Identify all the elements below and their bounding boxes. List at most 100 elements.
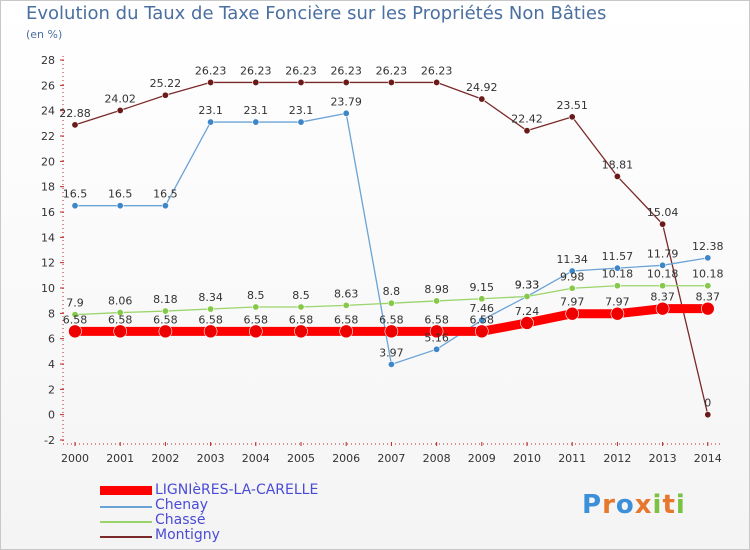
data-point-chass-	[116, 309, 124, 317]
data-point-chass-	[433, 297, 441, 305]
data-point-montigny	[704, 411, 712, 419]
data-point-ligni-res-la-carelle	[158, 324, 173, 339]
data-label-ligni-res-la-carelle: 6.58	[63, 313, 88, 326]
legend-swatch-chasse	[100, 521, 152, 523]
data-label-chass-: 9.98	[560, 270, 585, 283]
data-point-montigny	[161, 91, 169, 99]
data-label-montigny: 26.23	[376, 64, 408, 77]
data-label-chass-: 8.5	[292, 289, 310, 302]
y-tick-label: 26	[41, 79, 55, 92]
x-tick-label: 2013	[649, 452, 677, 465]
proxiti-logo: Proxiti	[582, 490, 686, 520]
y-tick-label: 28	[41, 54, 55, 67]
data-point-chenay	[297, 118, 305, 126]
data-label-ligni-res-la-carelle: 6.58	[153, 313, 178, 326]
data-point-ligni-res-la-carelle	[565, 306, 580, 321]
data-point-ligni-res-la-carelle	[610, 306, 625, 321]
x-tick-label: 2003	[197, 452, 225, 465]
data-point-chenay	[207, 118, 215, 126]
data-point-chass-	[568, 284, 576, 292]
data-point-ligni-res-la-carelle	[474, 324, 489, 339]
x-tick-label: 2010	[513, 452, 541, 465]
data-label-chass-: 9.33	[515, 278, 540, 291]
data-label-ligni-res-la-carelle: 6.58	[198, 313, 223, 326]
y-tick-label: 4	[48, 358, 55, 371]
data-point-chass-	[297, 303, 305, 311]
data-point-ligni-res-la-carelle	[655, 301, 670, 316]
legend-label-lignieres: LIGNIèRES-LA-CARELLE	[155, 482, 319, 498]
chart-title: Evolution du Taux de Taxe Foncière sur l…	[26, 3, 607, 24]
y-tick-label: 12	[41, 257, 55, 270]
data-point-chenay	[342, 109, 350, 117]
data-label-ligni-res-la-carelle: 8.37	[696, 291, 721, 304]
data-point-chass-	[478, 295, 486, 303]
x-tick-label: 2004	[242, 452, 270, 465]
data-label-montigny: 26.23	[285, 64, 317, 77]
data-label-chass-: 7.9	[66, 297, 84, 310]
y-tick-label: 8	[48, 307, 55, 320]
data-point-chenay	[568, 267, 576, 275]
data-point-montigny	[207, 78, 215, 86]
data-point-chenay	[161, 202, 169, 210]
data-label-ligni-res-la-carelle: 6.58	[379, 313, 404, 326]
logo-letter: r	[602, 490, 616, 520]
data-label-chenay: 7.46	[470, 302, 495, 315]
legend-swatch-lignieres	[100, 486, 152, 495]
data-label-chass-: 8.18	[153, 293, 178, 306]
data-label-chenay: 16.5	[153, 188, 178, 201]
data-label-chenay: 23.1	[289, 104, 314, 117]
data-label-chass-: 8.06	[108, 295, 133, 308]
data-point-ligni-res-la-carelle	[384, 324, 399, 339]
legend-swatch-montigny	[100, 536, 152, 538]
logo-letter: i	[675, 490, 686, 520]
data-label-ligni-res-la-carelle: 6.58	[244, 313, 269, 326]
logo-letter: o	[615, 490, 635, 520]
data-point-ligni-res-la-carelle	[294, 324, 308, 339]
data-label-chass-: 8.34	[198, 291, 223, 304]
data-point-montigny	[387, 78, 395, 86]
data-point-ligni-res-la-carelle	[203, 324, 218, 339]
data-label-chass-: 8.8	[383, 285, 401, 298]
data-point-montigny	[116, 106, 124, 114]
data-point-chenay	[613, 264, 621, 272]
data-label-montigny: 24.02	[104, 92, 136, 105]
data-point-montigny	[342, 78, 350, 86]
data-label-chenay: 9.33	[515, 278, 540, 291]
data-label-chass-: 8.63	[334, 287, 359, 300]
data-label-chass-: 10.18	[692, 268, 724, 281]
data-label-montigny: 25.22	[150, 77, 182, 90]
data-point-chass-	[387, 299, 395, 307]
x-tick-label: 2005	[287, 452, 315, 465]
data-label-montigny: 23.51	[556, 99, 588, 112]
data-label-chass-: 9.15	[470, 281, 495, 294]
data-label-montigny: 26.23	[195, 64, 227, 77]
data-label-montigny: 22.42	[511, 113, 543, 126]
data-label-montigny: 26.23	[240, 64, 272, 77]
x-tick-label: 2000	[61, 452, 89, 465]
legend-label-chenay: Chenay	[155, 497, 208, 513]
data-label-montigny: 26.23	[330, 64, 362, 77]
data-label-montigny: 22.88	[59, 107, 91, 120]
data-label-chenay: 16.5	[108, 188, 133, 201]
data-label-montigny: 24.92	[466, 81, 498, 94]
data-point-chenay	[433, 345, 441, 353]
data-label-ligni-res-la-carelle: 8.37	[650, 291, 675, 304]
y-tick-label: 20	[41, 155, 55, 168]
y-tick-label: 0	[48, 409, 55, 422]
data-point-montigny	[71, 121, 79, 129]
data-label-ligni-res-la-carelle: 6.58	[108, 313, 133, 326]
y-tick-label: 10	[41, 282, 55, 295]
data-label-ligni-res-la-carelle: 7.97	[605, 296, 630, 309]
data-label-chenay: 23.1	[244, 104, 269, 117]
data-point-ligni-res-la-carelle	[429, 324, 444, 339]
data-label-chenay: 11.57	[602, 250, 634, 263]
data-point-montigny	[659, 220, 667, 228]
x-tick-label: 2012	[603, 452, 631, 465]
y-tick-label: 24	[41, 105, 55, 118]
data-point-ligni-res-la-carelle	[68, 324, 82, 339]
y-unit-label: (en %)	[26, 28, 63, 41]
data-point-chass-	[704, 282, 712, 290]
logo-letter: x	[634, 490, 653, 520]
legend-label-montigny: Montigny	[155, 527, 220, 543]
